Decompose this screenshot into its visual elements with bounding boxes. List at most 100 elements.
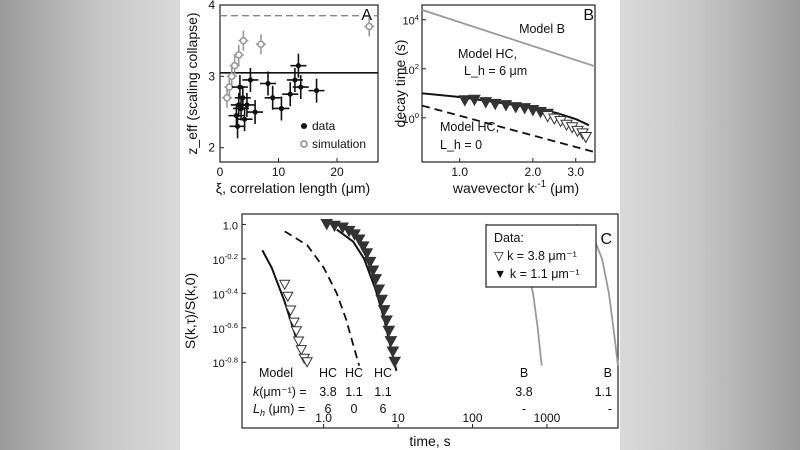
data-point-k3.8 bbox=[284, 305, 297, 317]
y-axis-label: S(k,τ)/S(k,0) bbox=[182, 273, 198, 349]
x-tick-label: 0 bbox=[217, 165, 224, 179]
table-lh: - bbox=[608, 402, 612, 416]
data-point-k3.8 bbox=[288, 317, 300, 329]
table-k: 1.1 bbox=[345, 385, 362, 399]
x-tick-label: 1000 bbox=[534, 411, 561, 425]
data-point-k1.1 bbox=[458, 95, 472, 107]
y-tick-label: 10-0.4 bbox=[213, 286, 239, 301]
panel-c: 1.0 10 100 1000 1.0 10-0.2 10-0.4 10-0.6 10-0.8 D… bbox=[182, 213, 619, 449]
table-lh: 6 bbox=[380, 402, 387, 416]
x-tick-label: 1.0 bbox=[451, 165, 468, 179]
data-point-k1.1 bbox=[488, 98, 502, 111]
data-point-k1.1 bbox=[366, 265, 380, 277]
annotation-model-b: Model B bbox=[519, 22, 565, 36]
blurred-backdrop-right bbox=[620, 0, 800, 450]
panel-label-c: C bbox=[600, 231, 612, 248]
x-axis-label: wavevector k,-1 (μm) bbox=[452, 179, 579, 196]
annotation-lh-0: L_h = 0 bbox=[440, 138, 482, 152]
data-point-k1.1 bbox=[468, 94, 481, 107]
x-tick-label: 10 bbox=[391, 411, 405, 425]
table-row-label-lh: Lh (μm) = bbox=[253, 402, 305, 418]
model-hc-0-line bbox=[421, 104, 596, 154]
table-k: 3.8 bbox=[515, 385, 532, 399]
x-tick-label: 10 bbox=[272, 165, 286, 179]
panel-label-b: B bbox=[583, 7, 594, 24]
y-tick-label: 2 bbox=[208, 141, 215, 155]
legend-label-data: data bbox=[312, 119, 336, 133]
table-k: 1.1 bbox=[595, 385, 612, 399]
data-point-k1.1 bbox=[360, 248, 374, 260]
table-lh: 6 bbox=[325, 402, 332, 416]
data-point bbox=[252, 109, 258, 115]
axes-frame bbox=[219, 4, 379, 163]
table-k: 1.1 bbox=[374, 385, 391, 399]
table-model: HC bbox=[319, 366, 337, 380]
data-point-k3.8 bbox=[301, 357, 313, 368]
data-point bbox=[287, 91, 293, 97]
model-b-line bbox=[421, 9, 596, 68]
data-point bbox=[295, 63, 302, 69]
table-model: HC bbox=[374, 366, 392, 380]
data-point bbox=[298, 84, 304, 90]
table-model: HC bbox=[345, 366, 363, 380]
legend-item-k3.8: ▽ k = 3.8 μm⁻¹ bbox=[494, 249, 577, 263]
data-point-k3.8 bbox=[278, 279, 291, 291]
data-point-k1.1 bbox=[499, 100, 513, 112]
data-point-k1.1 bbox=[479, 97, 493, 109]
y-axis-label: decay time (s) bbox=[392, 40, 408, 128]
sim-point bbox=[234, 51, 243, 59]
legend-title: Data: bbox=[494, 231, 524, 245]
axes-frame bbox=[421, 4, 596, 163]
panel-label-a: A bbox=[361, 7, 372, 24]
x-axis-label: time, s bbox=[409, 433, 450, 449]
data-point bbox=[313, 88, 320, 94]
table-lh: 0 bbox=[351, 402, 358, 416]
data-point-k3.8 bbox=[292, 336, 305, 348]
sim-point bbox=[257, 40, 265, 49]
data-point-k1.1 bbox=[352, 234, 366, 246]
data-point bbox=[237, 84, 243, 90]
data-point bbox=[265, 80, 271, 87]
data-point bbox=[244, 102, 250, 108]
y-tick-label: 100 bbox=[402, 111, 419, 126]
legend-marker-data bbox=[301, 123, 307, 129]
data-point bbox=[292, 77, 298, 83]
legend-box bbox=[485, 224, 597, 288]
data-point-k3.8 bbox=[281, 291, 294, 303]
data-point-k1.1 bbox=[388, 356, 402, 369]
data-point-k1.1 bbox=[384, 336, 398, 348]
data-point bbox=[234, 123, 241, 129]
annotation-model-hc-0: Model HC, bbox=[440, 120, 499, 134]
y-tick-label: 102 bbox=[402, 62, 419, 77]
x-axis-label: ξ, correlation length (μm) bbox=[216, 180, 370, 196]
table-lh: - bbox=[522, 402, 526, 416]
data-point-k1.1 bbox=[375, 294, 388, 307]
x-tick-label: 100 bbox=[463, 411, 483, 425]
y-tick-label: 1.0 bbox=[223, 220, 238, 232]
sim-point bbox=[230, 61, 239, 70]
curve-hc-1.1-0 bbox=[284, 230, 361, 366]
y-tick-label: 10-0.2 bbox=[213, 252, 239, 267]
table-row-label-model: Model bbox=[259, 366, 293, 380]
blurred-backdrop-left bbox=[0, 0, 180, 450]
sim-point bbox=[227, 72, 236, 81]
panel-a: 0 10 20 2 3 4 data simulation Aξ, correlation le… bbox=[184, 0, 379, 196]
data-point-k1.1 bbox=[369, 274, 383, 286]
y-tick-label: 10-0.6 bbox=[213, 321, 239, 336]
data-point-k3.8 bbox=[290, 326, 303, 337]
y-tick-label: 3 bbox=[208, 69, 215, 83]
x-tick-label: 1.0 bbox=[315, 411, 332, 425]
annotation-lh-6: L_h = 6 μm bbox=[464, 64, 527, 78]
sim-point bbox=[223, 93, 231, 102]
data-point-k1.1 bbox=[356, 241, 370, 253]
data-point bbox=[278, 105, 285, 112]
table-row-label-k: k(μm⁻¹) = bbox=[253, 385, 307, 399]
data-point-k1.1 bbox=[372, 284, 386, 296]
data-point-k3.8 bbox=[579, 132, 593, 144]
x-tick-label: 20 bbox=[330, 165, 344, 179]
data-point-k1.1 bbox=[386, 346, 400, 358]
x-tick-label: 3.0 bbox=[567, 165, 584, 179]
